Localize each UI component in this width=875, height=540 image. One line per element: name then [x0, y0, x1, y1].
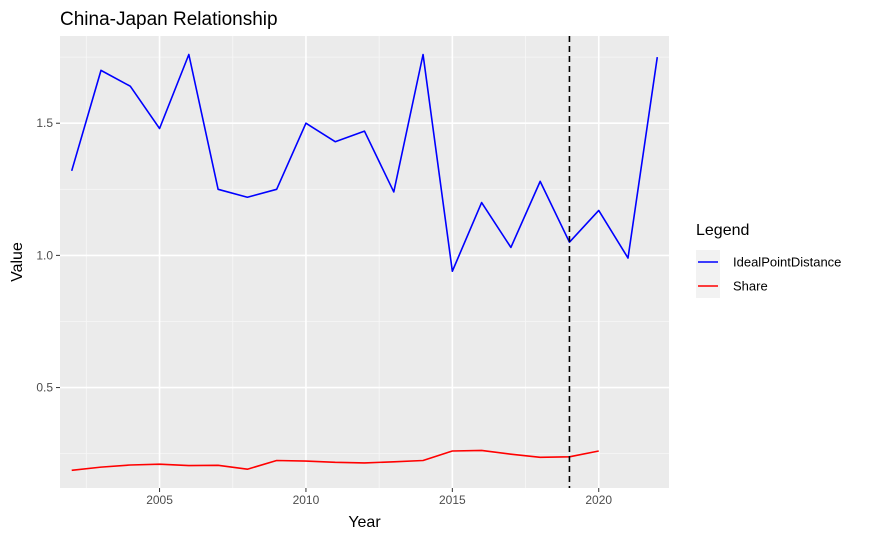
x-tick-label: 2010 — [293, 493, 320, 507]
chart-title: China-Japan Relationship — [60, 9, 278, 30]
legend-label: Share — [733, 279, 768, 294]
y-tick-label: 0.5 — [36, 381, 53, 395]
series-line-idealpointdistance — [70, 53, 659, 273]
y-axis-title: Value — [9, 242, 26, 282]
y-tick-label: 1.5 — [36, 116, 53, 130]
y-tick-label: 1.0 — [36, 248, 53, 262]
x-tick-label: 2015 — [439, 493, 466, 507]
plot-panel — [60, 36, 669, 488]
x-axis-ticks: 2005 2010 2015 2020 — [146, 488, 612, 507]
legend-item-share: Share — [696, 274, 768, 298]
x-axis-title: Year — [348, 514, 381, 531]
legend-item-idealpointdistance: IdealPointDistance — [696, 250, 841, 274]
legend: Legend IdealPointDistance Share — [696, 222, 841, 298]
minor-gridlines — [60, 36, 669, 488]
y-axis-ticks: 0.5 1.0 1.5 — [36, 116, 60, 395]
series-line-share — [71, 449, 599, 472]
series-layer — [70, 53, 659, 472]
legend-title: Legend — [696, 222, 749, 239]
x-tick-label: 2020 — [585, 493, 612, 507]
major-gridlines — [60, 36, 669, 488]
x-tick-label: 2005 — [146, 493, 173, 507]
legend-items: IdealPointDistance Share — [696, 250, 841, 298]
legend-label: IdealPointDistance — [733, 255, 841, 270]
